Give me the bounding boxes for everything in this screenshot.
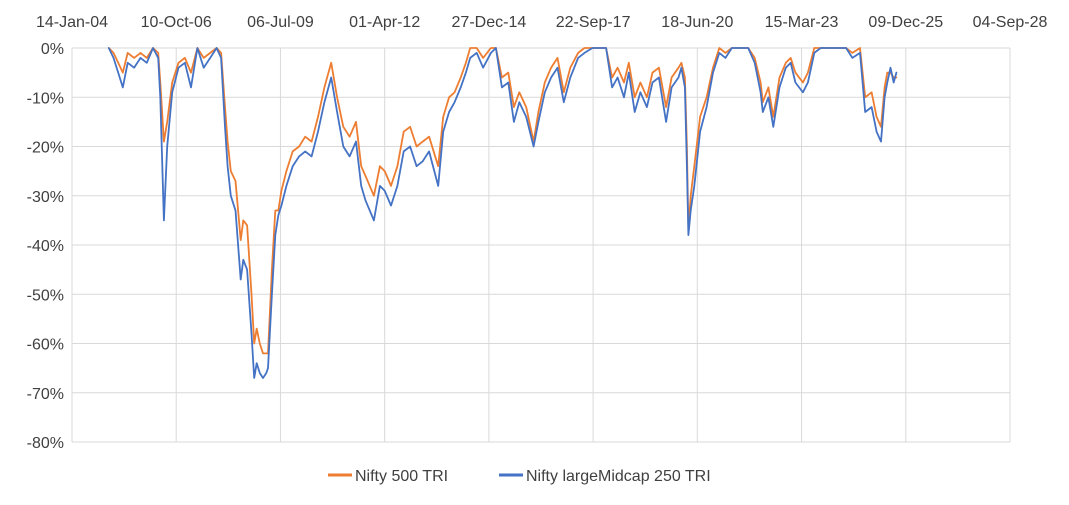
y-tick-label: -50% xyxy=(27,287,64,304)
x-tick-label: 14-Jan-04 xyxy=(36,14,108,31)
x-tick-label: 09-Dec-25 xyxy=(868,14,943,31)
x-tick-label: 27-Dec-14 xyxy=(452,14,527,31)
y-tick-label: -80% xyxy=(27,435,64,452)
y-tick-label: -20% xyxy=(27,140,64,157)
y-tick-label: -10% xyxy=(27,90,64,107)
x-axis-tick-labels: 14-Jan-04 10-Oct-06 06-Jul-09 01-Apr-12 27-D… xyxy=(36,14,1047,31)
x-tick-label: 01-Apr-12 xyxy=(349,14,420,31)
series-line-0 xyxy=(107,47,898,355)
series-line-1 xyxy=(107,47,898,379)
legend-label-1: Nifty largeMidcap 250 TRI xyxy=(526,468,711,485)
y-tick-label: -30% xyxy=(27,189,64,206)
legend-label-0: Nifty 500 TRI xyxy=(355,468,448,485)
x-tick-label: 18-Jun-20 xyxy=(661,14,733,31)
y-tick-label: -40% xyxy=(27,238,64,255)
y-tick-label: -70% xyxy=(27,386,64,403)
y-axis-tick-labels: 0% -10% -20% -30% -40% -50% -60% -70% -80% xyxy=(27,41,64,452)
series-lines xyxy=(107,47,898,379)
y-tick-label: 0% xyxy=(41,41,64,58)
x-tick-label: 04-Sep-28 xyxy=(973,14,1048,31)
gridlines xyxy=(71,47,1011,443)
x-tick-label: 15-Mar-23 xyxy=(765,14,839,31)
x-tick-label: 10-Oct-06 xyxy=(141,14,212,31)
x-tick-label: 06-Jul-09 xyxy=(247,14,314,31)
legend: Nifty 500 TRI Nifty largeMidcap 250 TRI xyxy=(328,468,711,485)
y-tick-label: -60% xyxy=(27,337,64,354)
x-tick-label: 22-Sep-17 xyxy=(556,14,631,31)
